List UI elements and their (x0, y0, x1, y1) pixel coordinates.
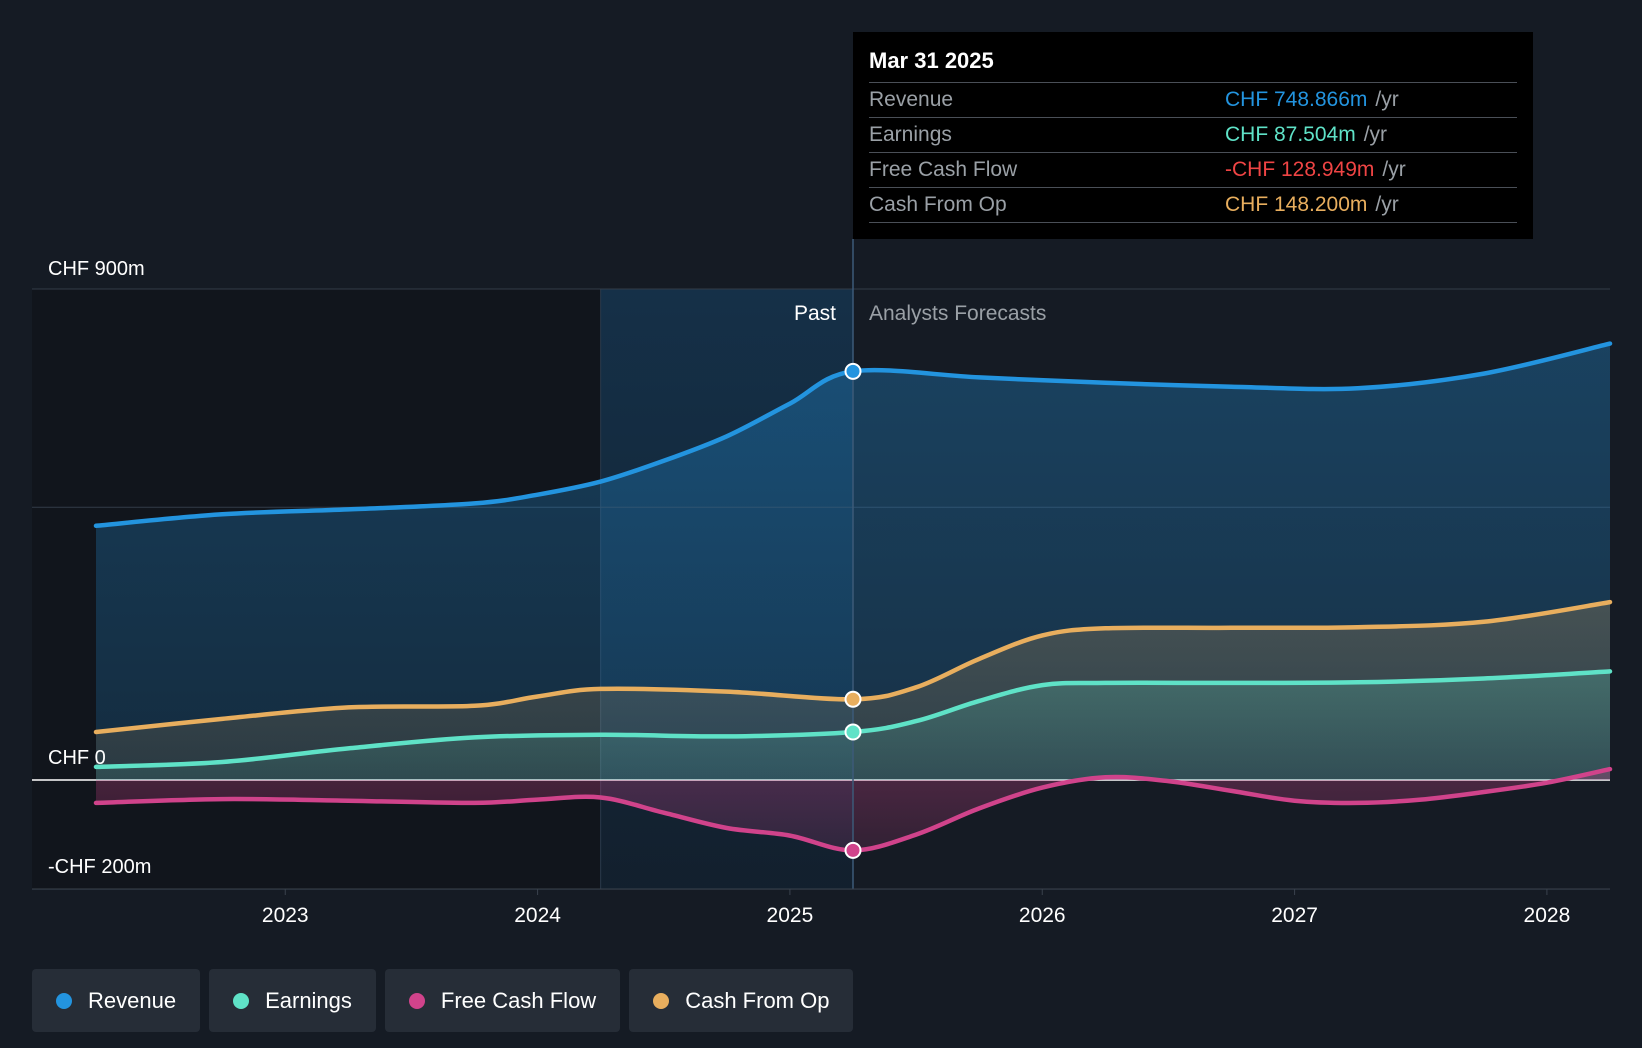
revenue-dot-icon (56, 992, 72, 1009)
tooltip-label: Revenue (869, 88, 954, 111)
tooltip-value: CHF 148.200m (1225, 193, 1368, 216)
past-label: Past (794, 302, 836, 325)
x-tick-label: 2028 (1524, 904, 1571, 927)
revenue-line (93, 341, 1613, 529)
y-axis-label: CHF 900m (48, 258, 145, 280)
tooltip-row-cash-from-op: Cash From Op CHF 148.200m /yr (869, 187, 1517, 223)
tooltip-label: Earnings (869, 123, 952, 146)
free-cash-flow-line (93, 766, 1613, 853)
tooltip-value: CHF 87.504m (1225, 123, 1356, 146)
tooltip-unit: /yr (1382, 158, 1406, 181)
tooltip-row-revenue: Revenue CHF 748.866m /yr (869, 82, 1517, 117)
legend-item-free-cash-flow[interactable]: Free Cash Flow (384, 969, 621, 1032)
tooltip-label: Free Cash Flow (869, 158, 1018, 181)
tooltip-unit: /yr (1363, 123, 1388, 146)
earnings-dot-icon (233, 992, 250, 1009)
x-tick-label: 2025 (767, 904, 814, 927)
free-cash-flow-marker (844, 841, 862, 859)
legend-item-cash-from-op[interactable]: Cash From Op (629, 969, 854, 1032)
y-axis-label: CHF 0 (48, 747, 106, 769)
tooltip: Mar 31 2025 Revenue CHF 748.866m /yr Ear… (853, 32, 1533, 239)
revenue-marker (844, 362, 862, 380)
tooltip-date: Mar 31 2025 (869, 48, 994, 73)
tooltip-row-free-cash-flow: Free Cash Flow -CHF 128.949m /yr (869, 152, 1517, 187)
cash-from-op-marker (844, 690, 862, 708)
tooltip-label: Cash From Op (869, 193, 1007, 216)
free-cash-flow-dot-icon (408, 992, 425, 1009)
legend: Revenue Earnings Free Cash Flow Cash Fro… (32, 969, 854, 1032)
legend-item-earnings[interactable]: Earnings (209, 969, 376, 1032)
tooltip-value: CHF 748.866m (1225, 88, 1368, 111)
legend-label: Revenue (88, 987, 177, 1013)
earnings-marker (844, 723, 862, 741)
earnings-area (96, 671, 1610, 780)
legend-label: Cash From Op (685, 987, 830, 1013)
tooltip-unit: /yr (1375, 193, 1399, 216)
earnings-line (93, 669, 1613, 770)
legend-label: Earnings (265, 987, 352, 1013)
cash-from-op-line (93, 599, 1613, 735)
x-tick-label: 2026 (1019, 904, 1066, 927)
tooltip-value: -CHF 128.949m (1225, 158, 1375, 181)
cash-from-op-dot-icon (653, 992, 670, 1009)
x-tick-label: 2027 (1271, 904, 1318, 927)
legend-label: Free Cash Flow (440, 987, 597, 1013)
x-tick-label: 2024 (514, 904, 561, 927)
tooltip-row-earnings: Earnings CHF 87.504m /yr (869, 117, 1517, 152)
legend-item-revenue[interactable]: Revenue (32, 969, 201, 1032)
tooltip-unit: /yr (1375, 88, 1399, 111)
y-axis-label: -CHF 200m (48, 856, 151, 878)
forecast-label: Analysts Forecasts (869, 302, 1046, 325)
x-tick-label: 2023 (262, 904, 309, 927)
